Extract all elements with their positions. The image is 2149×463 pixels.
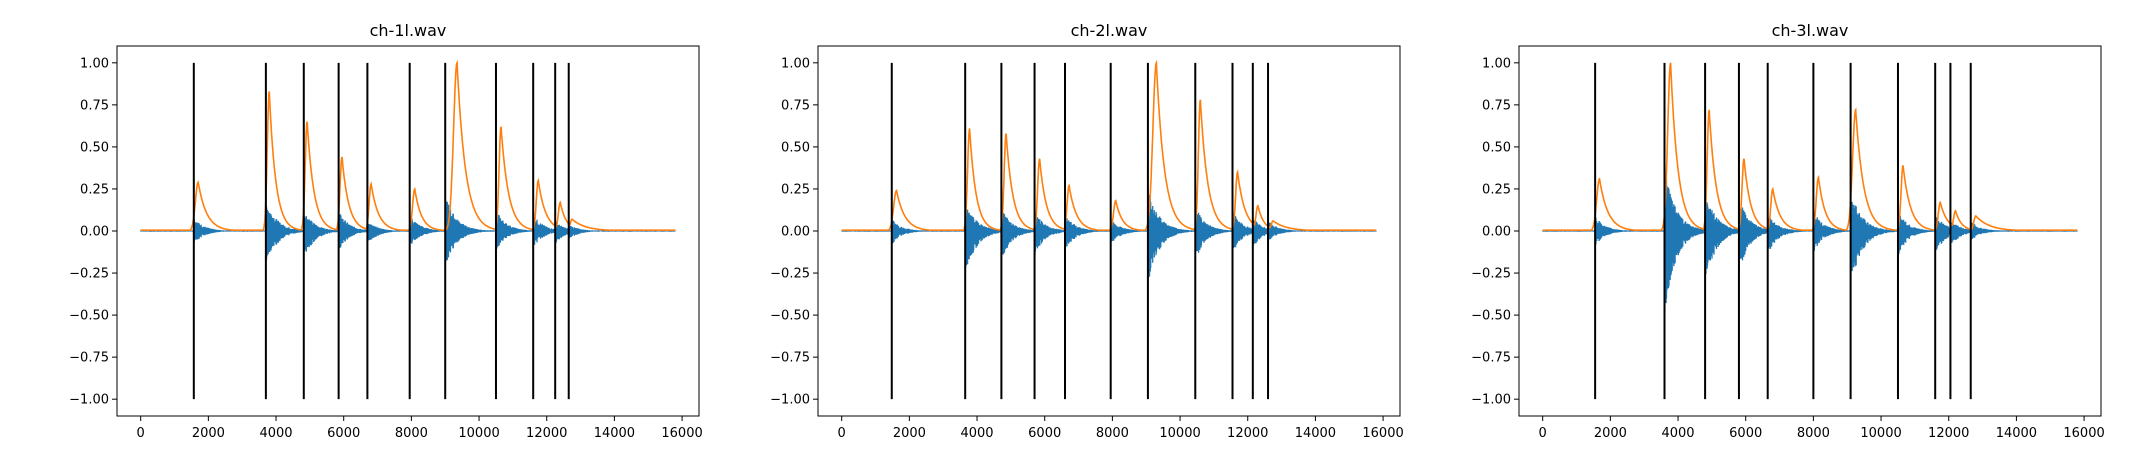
y-tick-label: −0.50 [770, 309, 810, 324]
x-tick-label: 12000 [1227, 426, 1268, 441]
x-tick-label: 10000 [458, 426, 499, 441]
x-tick-label: 2000 [192, 426, 225, 441]
y-tick-label: −1.00 [69, 393, 109, 408]
y-axis: −1.00 −0.75 −0.50 −0.25 0.00 0.25 0.50 0.75 1.00 [770, 56, 818, 408]
x-tick-label: 14000 [1996, 426, 2037, 441]
subplot-title: ch-1l.wav [370, 21, 447, 40]
x-tick-label: 8000 [395, 426, 428, 441]
x-tick-label: 16000 [661, 426, 702, 441]
x-tick-label: 12000 [526, 426, 567, 441]
x-tick-label: 16000 [2063, 426, 2104, 441]
y-tick-label: 0.25 [80, 182, 109, 197]
envelope-series [1542, 62, 2078, 231]
envelope-series [841, 59, 1377, 231]
y-axis: −1.00 −0.75 −0.50 −0.25 0.00 0.25 0.50 0.75 1.00 [69, 56, 117, 408]
x-tick-label: 10000 [1159, 426, 1200, 441]
y-tick-label: −0.50 [1471, 309, 1511, 324]
x-tick-label: 0 [838, 426, 846, 441]
subplot-title: ch-2l.wav [1071, 21, 1148, 40]
x-tick-label: 8000 [1797, 426, 1830, 441]
y-tick-label: 1.00 [80, 56, 109, 71]
x-axis: 0 2000 4000 6000 8000 10000 12000 14000 16000 [1539, 416, 2105, 441]
y-tick-label: 0.25 [781, 182, 810, 197]
onset-markers [192, 62, 570, 400]
subplot-ch-1: ch-1l.wav −1.00 −0.75 −0.50 −0.25 0.00 0.25 0.… [69, 21, 703, 441]
x-axis: 0 2000 4000 6000 8000 10000 12000 14000 16000 [838, 416, 1404, 441]
y-tick-label: −1.00 [1471, 393, 1511, 408]
y-tick-label: 0.75 [80, 98, 109, 113]
y-tick-label: 0.75 [1482, 98, 1511, 113]
x-tick-label: 14000 [594, 426, 635, 441]
plot-area [841, 59, 1377, 400]
y-tick-label: −0.25 [1471, 267, 1511, 282]
y-tick-label: −0.75 [1471, 351, 1511, 366]
x-tick-label: 4000 [1661, 426, 1694, 441]
x-tick-label: 10000 [1860, 426, 1901, 441]
onset-markers [890, 62, 1270, 400]
subplot-ch-2: ch-2l.wav −1.00 −0.75 −0.50 −0.25 0.00 0.25 0.… [770, 21, 1404, 441]
y-tick-label: 0.25 [1482, 182, 1511, 197]
x-tick-label: 12000 [1928, 426, 1969, 441]
x-tick-label: 2000 [1594, 426, 1627, 441]
y-tick-label: −1.00 [770, 393, 810, 408]
plot-area [140, 59, 676, 400]
x-tick-label: 8000 [1096, 426, 1129, 441]
y-tick-label: 1.00 [781, 56, 810, 71]
y-tick-label: 0.50 [80, 140, 109, 155]
y-tick-label: 0.00 [781, 225, 810, 240]
x-tick-label: 6000 [327, 426, 360, 441]
x-tick-label: 4000 [259, 426, 292, 441]
y-tick-label: −0.50 [69, 309, 109, 324]
x-tick-label: 4000 [960, 426, 993, 441]
x-tick-label: 2000 [893, 426, 926, 441]
subplot-title: ch-3l.wav [1772, 21, 1849, 40]
y-tick-label: −0.75 [770, 351, 810, 366]
x-tick-label: 6000 [1729, 426, 1762, 441]
x-tick-label: 0 [1539, 426, 1547, 441]
y-tick-label: 0.00 [1482, 225, 1511, 240]
x-tick-label: 14000 [1295, 426, 1336, 441]
y-axis: −1.00 −0.75 −0.50 −0.25 0.00 0.25 0.50 0.75 1.00 [1471, 56, 1519, 408]
axes-frame [1518, 45, 2102, 417]
axes-frame [817, 45, 1401, 417]
plot-area [1542, 62, 2078, 400]
y-tick-label: −0.25 [770, 267, 810, 282]
y-tick-label: 0.00 [80, 225, 109, 240]
y-tick-label: 0.75 [781, 98, 810, 113]
y-tick-label: 0.50 [781, 140, 810, 155]
y-tick-label: −0.25 [69, 267, 109, 282]
y-tick-label: 1.00 [1482, 56, 1511, 71]
y-tick-label: 0.50 [1482, 140, 1511, 155]
x-tick-label: 6000 [1028, 426, 1061, 441]
onset-markers [1594, 62, 1972, 400]
x-tick-label: 16000 [1362, 426, 1403, 441]
y-tick-label: −0.75 [69, 351, 109, 366]
x-tick-label: 0 [137, 426, 145, 441]
axes-frame [116, 45, 700, 417]
x-axis: 0 2000 4000 6000 8000 10000 12000 14000 16000 [137, 416, 703, 441]
subplot-ch-3: ch-3l.wav −1.00 −0.75 −0.50 −0.25 0.00 0.25 0.… [1471, 21, 2105, 441]
envelope-series [140, 59, 676, 231]
